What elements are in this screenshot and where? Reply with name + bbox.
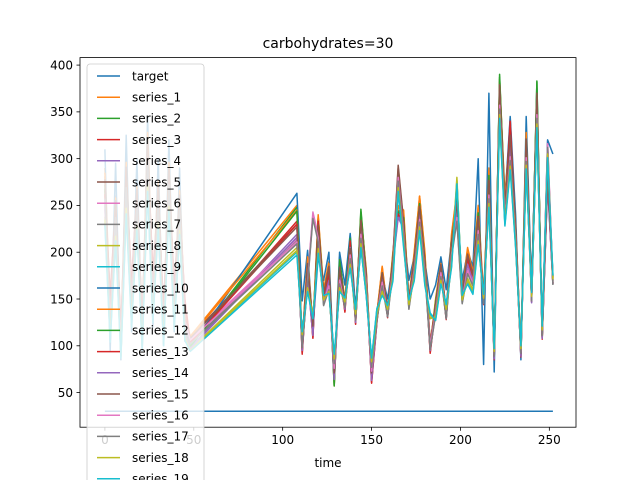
legend-label: series_17	[132, 430, 189, 444]
legend-label: series_9	[132, 260, 181, 274]
legend-label: series_15	[132, 387, 189, 401]
legend-label: series_7	[132, 218, 181, 232]
x-axis-label: time	[314, 456, 341, 470]
y-tick-label: 250	[50, 199, 73, 213]
chart-title: carbohydrates=30	[263, 36, 394, 52]
legend-label: series_10	[132, 281, 189, 295]
legend-label: series_13	[132, 345, 189, 359]
legend-label: series_8	[132, 239, 181, 253]
y-tick-label: 50	[58, 386, 73, 400]
legend-label: series_19	[132, 472, 189, 480]
axes-frame	[79, 57, 577, 428]
y-tick-label: 100	[50, 339, 73, 353]
y-tick-label: 400	[50, 58, 73, 72]
legend-label: series_3	[132, 133, 181, 147]
x-tick-label: 100	[271, 433, 294, 447]
y-tick-label: 150	[50, 292, 73, 306]
legend-label: series_4	[132, 154, 181, 168]
y-tick-label: 200	[50, 246, 73, 260]
legend-label: series_1	[132, 91, 181, 105]
legend-label: series_16	[132, 409, 189, 423]
legend-label: target	[132, 69, 169, 83]
legend-label: series_11	[132, 303, 189, 317]
y-axis: 50 100 150 200 250 300 350 400	[50, 58, 80, 400]
y-tick-label: 300	[50, 152, 73, 166]
legend: target series_1 series_2 series_3 series_4se…	[86, 63, 205, 480]
legend-label: series_14	[132, 366, 189, 380]
legend-label: series_6	[132, 197, 181, 211]
legend-label: series_18	[132, 451, 189, 465]
legend-label: series_2	[132, 112, 181, 126]
x-tick-label: 150	[360, 433, 383, 447]
y-tick-label: 350	[50, 105, 73, 119]
legend-box	[86, 63, 205, 480]
x-tick-label: 250	[538, 433, 561, 447]
x-tick-label: 200	[449, 433, 472, 447]
legend-label: series_5	[132, 175, 181, 189]
legend-label: series_12	[132, 324, 189, 338]
